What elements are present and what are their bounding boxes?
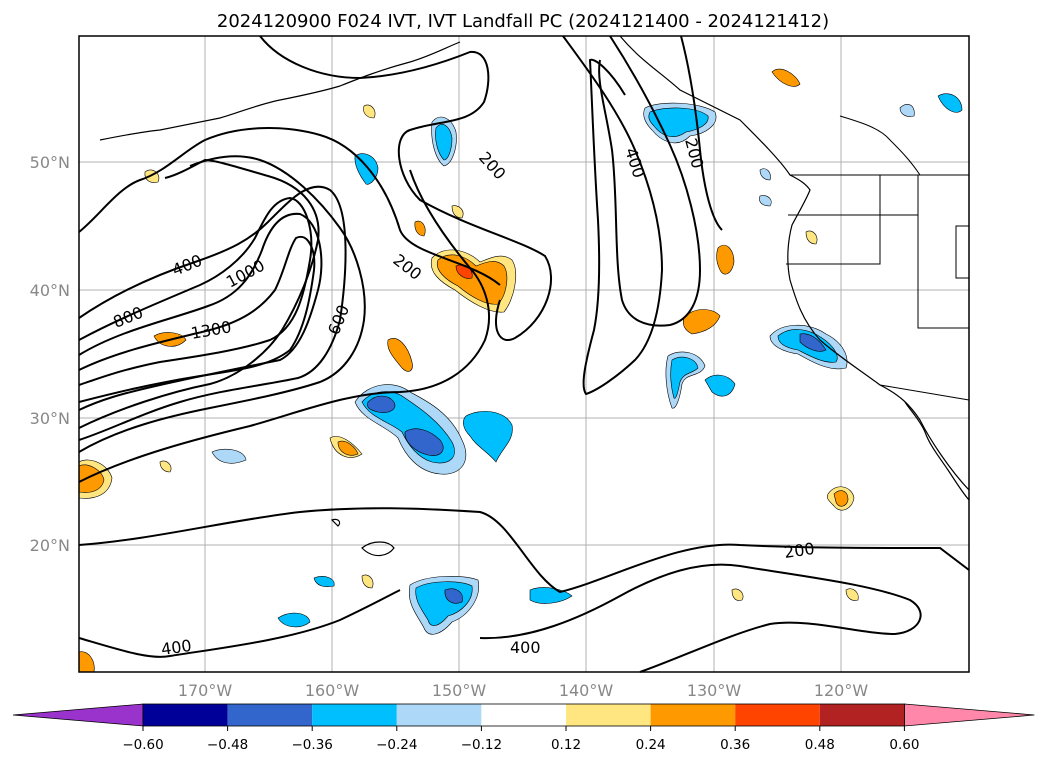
colorbar-tick-label: −0.36 — [292, 737, 333, 753]
colorbar-tick-label: 0.60 — [889, 737, 919, 753]
lon-label: 170°W — [178, 681, 233, 700]
lat-label: 20°N — [30, 536, 70, 555]
contour-label: 400 — [510, 638, 541, 657]
ivt-contours — [78, 35, 970, 673]
lon-label: 130°W — [687, 681, 742, 700]
colorbar-segment — [819, 704, 905, 726]
colorbar-tick-label: 0.12 — [551, 737, 581, 753]
ivt-landfall-fill — [78, 68, 963, 673]
colorbar-segment — [735, 704, 820, 726]
contour-label: 200 — [783, 539, 816, 562]
colorbar: −0.60 −0.48 −0.36 −0.24 −0.12 0.12 0.24 0.36 0.4… — [12, 703, 1035, 753]
colorbar-segment — [312, 704, 397, 726]
colorbar-tick-label: 0.36 — [720, 737, 750, 753]
colorbar-extend-right — [904, 703, 1035, 727]
colorbar-segment — [650, 704, 736, 726]
colorbar-tick-label: −0.60 — [122, 737, 163, 753]
coastlines — [99, 35, 970, 557]
lat-label: 40°N — [30, 281, 70, 300]
figure-title: 2024120900 F024 IVT, IVT Landfall PC (20… — [217, 11, 829, 32]
colorbar-outline — [142, 703, 905, 727]
colorbar-tick-label: −0.48 — [207, 737, 248, 753]
colorbar-segment — [481, 704, 566, 726]
lon-label: 150°W — [432, 681, 487, 700]
lon-label: 120°W — [814, 681, 869, 700]
colorbar-segment — [566, 704, 651, 726]
colorbar-tick-label: −0.24 — [376, 737, 417, 753]
colorbar-segment — [143, 704, 228, 726]
colorbar-extend-left — [12, 703, 144, 727]
contour-label: 400 — [160, 636, 193, 659]
lat-label: 30°N — [30, 409, 70, 428]
colorbar-tick-label: 0.24 — [636, 737, 666, 753]
lon-label: 140°W — [559, 681, 614, 700]
map-frame — [78, 35, 970, 673]
latitude-labels: 50°N 40°N 30°N 20°N — [30, 153, 70, 555]
lon-label: 160°W — [305, 681, 360, 700]
longitude-labels: 170°W 160°W 150°W 140°W 130°W 120°W — [178, 681, 869, 700]
colorbar-tick-label: 0.48 — [805, 737, 835, 753]
colorbar-segment — [396, 704, 482, 726]
lat-label: 50°N — [30, 153, 70, 172]
colorbar-tick-label: −0.12 — [461, 737, 502, 753]
colorbar-segment — [227, 704, 313, 726]
